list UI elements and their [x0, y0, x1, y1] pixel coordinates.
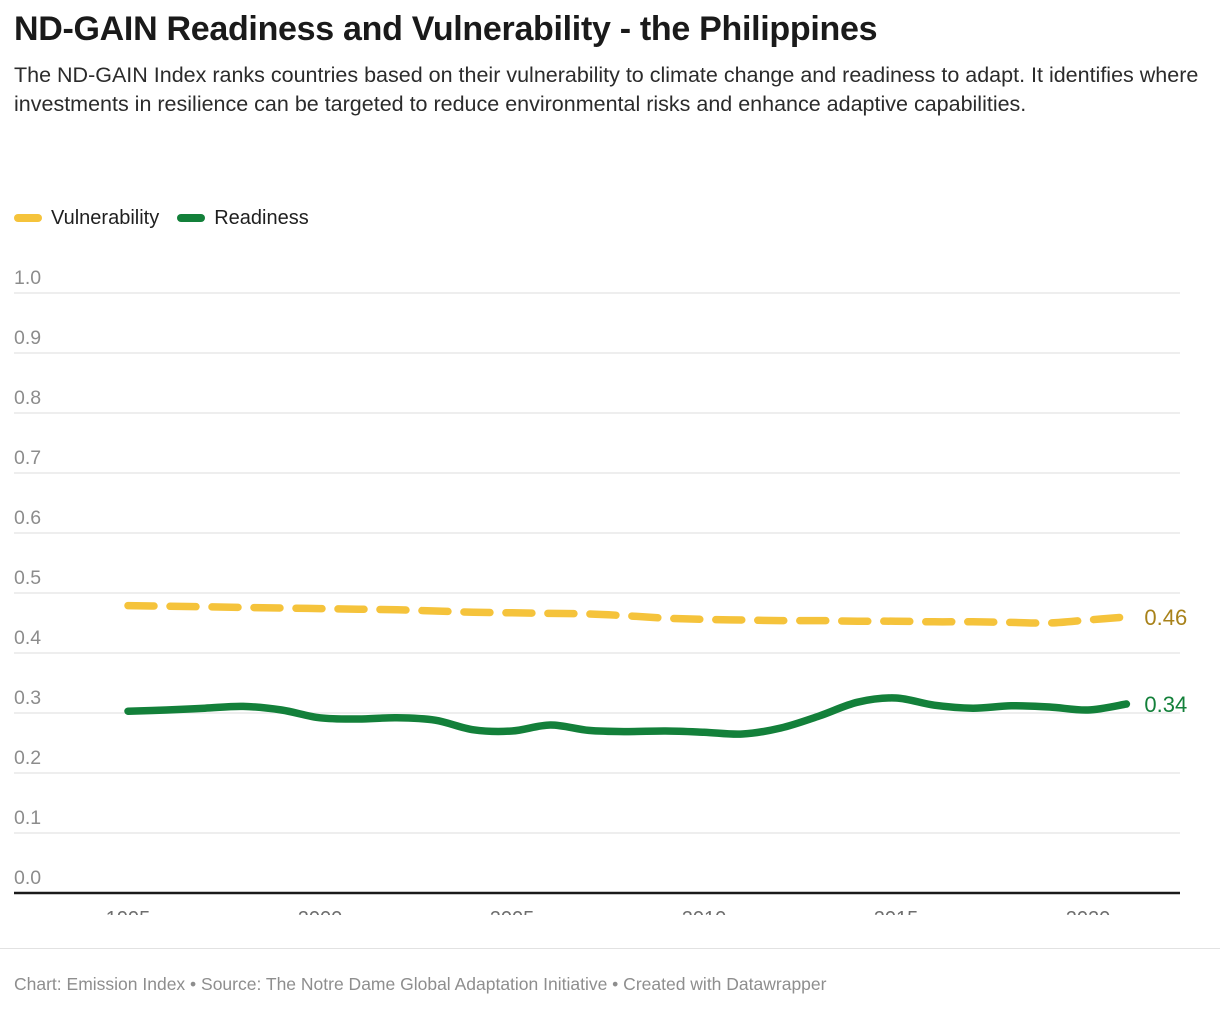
y-tick-label: 0.6: [14, 507, 41, 529]
x-axis-tick-labels: 1995 2000 2005 2010 2015 2020: [106, 908, 1111, 915]
y-tick-label: 0.5: [14, 567, 41, 589]
y-tick-label: 0.1: [14, 807, 41, 829]
x-tick-label: 2005: [490, 908, 535, 915]
series-lines: [124, 601, 1131, 738]
y-tick-label: 0.7: [14, 447, 41, 469]
plot-area: 0.0 0.1 0.2 0.3 0.4 0.5 0.6 0.7 0.8 0.9 1.0 0.46 0.…: [0, 255, 1220, 915]
x-tick-label: 1995: [106, 908, 151, 915]
y-tick-label: 1.0: [14, 267, 41, 289]
page-title: ND-GAIN Readiness and Vulnerability - th…: [14, 10, 878, 48]
gridlines: [14, 292, 1180, 894]
x-tick-label: 2000: [298, 908, 343, 915]
series-end-labels: 0.46 0.34: [1144, 605, 1187, 717]
series-line-vulnerability: [124, 601, 1131, 627]
legend-label-vulnerability: Vulnerability: [51, 207, 160, 229]
y-axis-tick-labels: 0.0 0.1 0.2 0.3 0.4 0.5 0.6 0.7 0.8 0.9 1.0: [14, 267, 41, 889]
chart-legend: Vulnerability Readiness: [14, 208, 309, 228]
line-chart-svg: 0.00.10.20.30.40.50.60.70.80.91.0 0.460.…: [14, 267, 1187, 915]
y-tick-label: 0.8: [14, 387, 41, 409]
x-tick-label: 2020: [1066, 908, 1111, 915]
y-tick-label: 0.2: [14, 747, 41, 769]
legend-swatch-vulnerability: [14, 214, 42, 222]
y-tick-label: 0.3: [14, 687, 41, 709]
legend-item-vulnerability[interactable]: Vulnerability: [14, 208, 159, 228]
series-line-readiness: [124, 694, 1131, 738]
footer-divider: [0, 948, 1220, 949]
chart-footer: Chart: Emission Index • Source: The Notr…: [14, 974, 827, 994]
y-tick-label: 0.4: [14, 627, 41, 649]
end-label-vulnerability: 0.46: [1144, 605, 1187, 630]
legend-item-readiness[interactable]: Readiness: [177, 208, 309, 228]
y-tick-label: 0.0: [14, 867, 41, 889]
legend-label-readiness: Readiness: [214, 207, 309, 229]
legend-swatch-readiness: [177, 214, 206, 222]
end-label-readiness: 0.34: [1144, 692, 1187, 717]
chart-subtitle: The ND-GAIN Index ranks countries based …: [14, 63, 1199, 117]
chart-header: ND-GAIN Readiness and Vulnerability - th…: [14, 10, 1206, 120]
y-tick-label: 0.9: [14, 327, 41, 349]
x-tick-label: 2010: [682, 908, 727, 915]
x-tick-label: 2015: [874, 908, 919, 915]
